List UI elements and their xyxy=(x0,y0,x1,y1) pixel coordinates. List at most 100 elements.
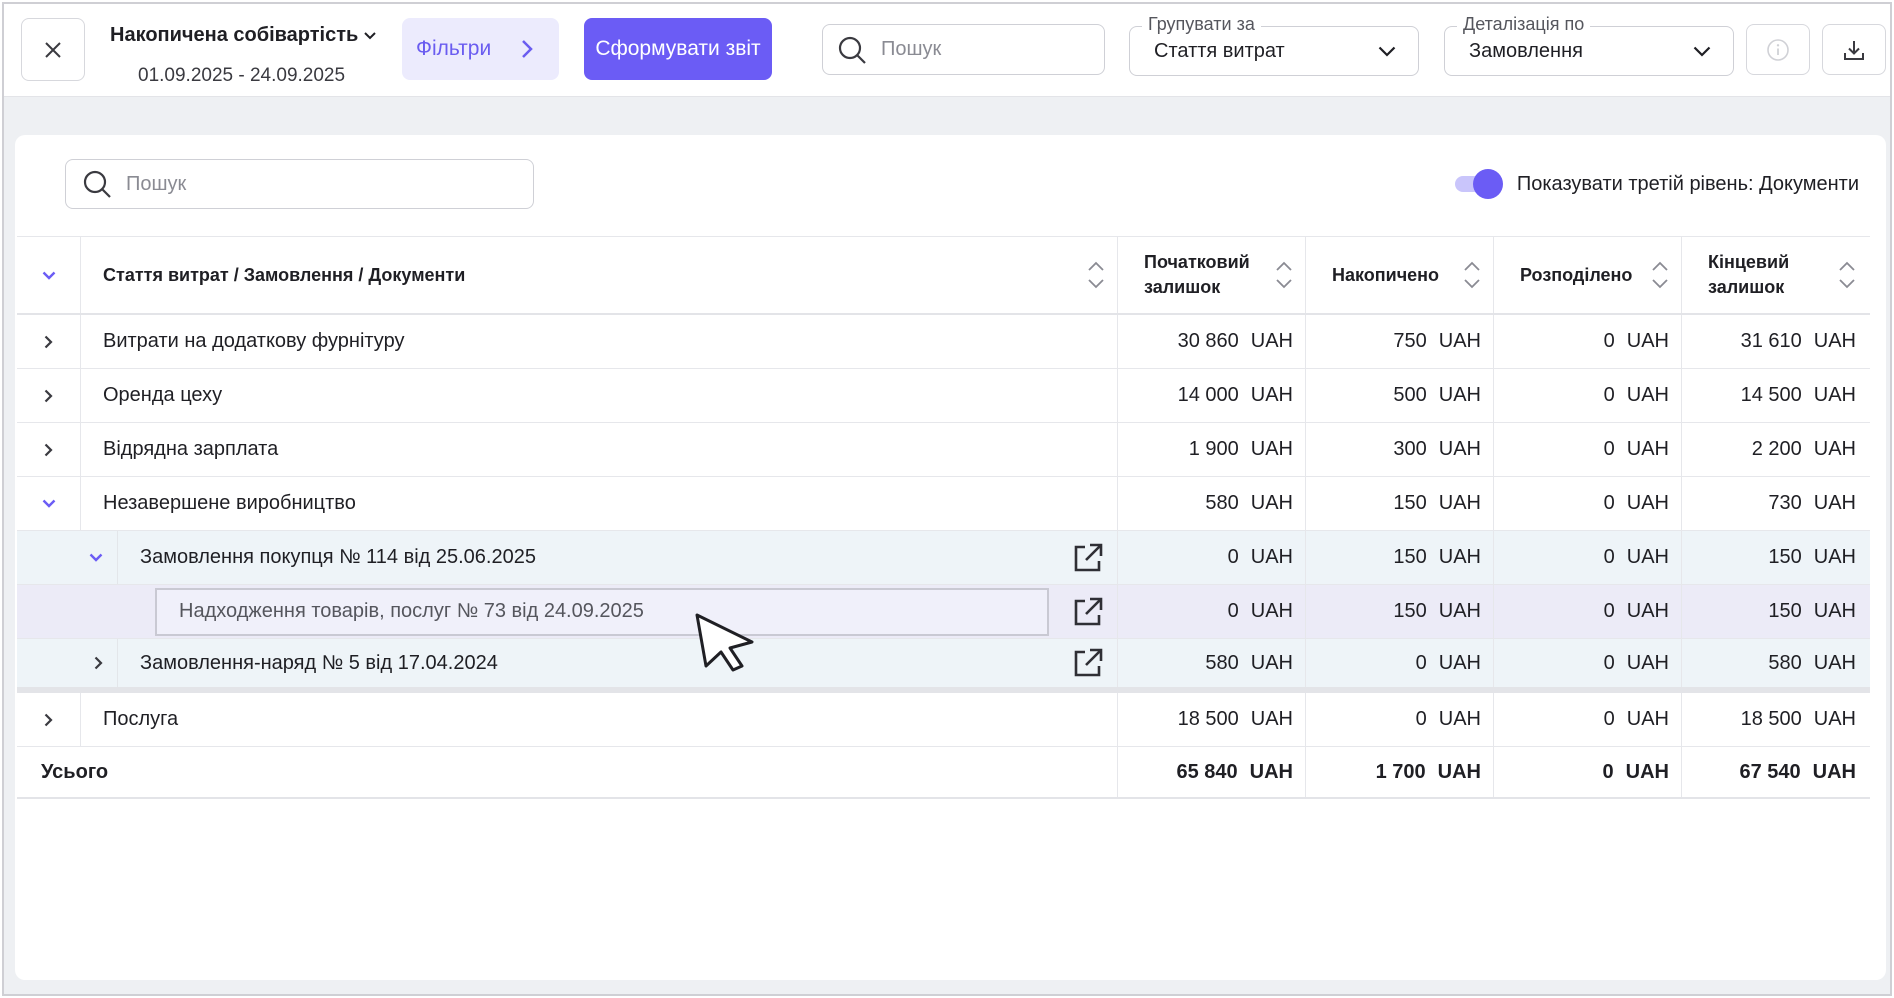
close-button[interactable] xyxy=(21,18,85,81)
group-by-value: Стаття витрат xyxy=(1154,39,1285,62)
mouse-cursor-icon xyxy=(695,613,754,672)
cell-distributed: 0 UAH xyxy=(1494,693,1682,746)
table-search-input[interactable] xyxy=(126,172,326,196)
open-external-icon[interactable] xyxy=(1071,595,1105,629)
filters-button[interactable]: Фільтри xyxy=(402,18,559,80)
row-name: Замовлення-наряд № 5 від 17.04.2024 xyxy=(140,651,498,674)
cell-accumulated: 300 UAH xyxy=(1306,423,1494,476)
third-level-toggle-label: Показувати третій рівень: Документи xyxy=(1516,172,1859,195)
cell-accumulated: 0 UAH xyxy=(1306,639,1494,687)
sort-icon xyxy=(1276,261,1292,289)
table-row[interactable]: Відрядна зарплата 1 900 UAH 300 UAH 0 UAH 2… xyxy=(17,423,1870,477)
document-link[interactable]: Надходження товарів, послуг № 73 від 24.… xyxy=(155,587,1049,636)
table-search[interactable] xyxy=(65,159,534,209)
cell-accumulated: 0 UAH xyxy=(1306,693,1494,746)
detail-by-value: Замовлення xyxy=(1469,39,1583,62)
table-row-order[interactable]: Замовлення покупця № 114 від 25.06.2025 … xyxy=(17,531,1870,585)
cell-opening: 14 000 UAH xyxy=(1118,369,1306,422)
column-header-name[interactable]: Стаття витрат / Замовлення / Документи xyxy=(81,237,1118,313)
column-header-opening[interactable]: Початковий залишок xyxy=(1118,237,1306,313)
table-row[interactable]: Витрати на додаткову фурнітуру 30 860 UAH… xyxy=(17,315,1870,369)
cell-distributed: 0 UAH xyxy=(1494,423,1682,476)
total-distributed: 0 UAH xyxy=(1494,747,1682,797)
top-search-input[interactable] xyxy=(881,38,1081,61)
cell-distributed: 0 UAH xyxy=(1494,531,1682,584)
top-search[interactable] xyxy=(822,24,1105,75)
cell-distributed: 0 UAH xyxy=(1494,639,1682,687)
generate-report-button[interactable]: Сформувати звіт xyxy=(584,18,772,80)
cell-accumulated: 150 UAH xyxy=(1306,585,1494,638)
collapse-all-button[interactable] xyxy=(17,237,81,313)
info-icon xyxy=(1767,38,1789,61)
table-row[interactable]: Оренда цеху 14 000 UAH 500 UAH 0 UAH 14 500… xyxy=(17,369,1870,423)
expand-button[interactable] xyxy=(17,423,81,476)
table-row-order[interactable]: Замовлення-наряд № 5 від 17.04.2024 580 U… xyxy=(17,639,1870,693)
expand-button[interactable] xyxy=(17,315,81,368)
total-accumulated: 1 700 UAH xyxy=(1306,747,1494,797)
cell-distributed: 0 UAH xyxy=(1494,477,1682,530)
report-table: Стаття витрат / Замовлення / Документи П… xyxy=(17,236,1870,799)
row-name-cell: Замовлення-наряд № 5 від 17.04.2024 xyxy=(118,639,1118,687)
group-by-select[interactable]: Групувати за Стаття витрат xyxy=(1129,14,1419,76)
column-header-closing[interactable]: Кінцевий залишок xyxy=(1682,237,1868,313)
sort-icon xyxy=(1652,261,1668,289)
close-icon xyxy=(45,41,61,58)
chevron-down-icon xyxy=(42,271,55,280)
open-external-icon[interactable] xyxy=(1071,541,1105,575)
cell-accumulated: 150 UAH xyxy=(1306,477,1494,530)
expand-button[interactable] xyxy=(17,369,81,422)
detail-by-legend: Деталізація по xyxy=(1457,14,1591,35)
sort-icon xyxy=(1839,261,1855,289)
report-selector[interactable]: Накопичена собівартість xyxy=(110,24,377,47)
chevron-right-icon xyxy=(94,656,103,670)
collapse-button[interactable] xyxy=(17,477,81,530)
cell-accumulated: 150 UAH xyxy=(1306,531,1494,584)
chevron-down-icon xyxy=(1693,46,1711,57)
cell-opening: 1 900 UAH xyxy=(1118,423,1306,476)
chevron-right-icon xyxy=(522,40,533,58)
cell-closing: 150 UAH xyxy=(1768,546,1856,568)
open-external-icon[interactable] xyxy=(1071,646,1105,680)
cell-opening: 580 UAH xyxy=(1118,477,1306,530)
expand-button[interactable] xyxy=(17,693,81,746)
cell-accumulated: 500 UAH xyxy=(1306,369,1494,422)
cell-opening: 0 UAH xyxy=(1118,531,1306,584)
row-name: Незавершене виробництво xyxy=(81,477,1118,530)
report-card: Показувати третій рівень: Документи Стат… xyxy=(15,135,1886,980)
cell-closing: 150 UAH xyxy=(1768,600,1856,622)
column-header-accumulated[interactable]: Накопичено xyxy=(1306,237,1494,313)
cell-distributed: 0 UAH xyxy=(1494,315,1682,368)
chevron-down-icon xyxy=(364,31,377,39)
chevron-right-icon xyxy=(44,335,53,348)
collapse-button[interactable] xyxy=(17,531,118,584)
download-icon xyxy=(1844,40,1864,60)
download-button[interactable] xyxy=(1822,24,1886,75)
row-name: Відрядна зарплата xyxy=(81,423,1118,476)
detail-by-select[interactable]: Деталізація по Замовлення xyxy=(1444,14,1734,76)
chevron-right-icon xyxy=(44,389,53,402)
third-level-toggle[interactable] xyxy=(1453,169,1503,199)
cell-accumulated: 750 UAH xyxy=(1306,315,1494,368)
row-name-cell: Надходження товарів, послуг № 73 від 24.… xyxy=(155,585,1118,638)
group-by-legend: Групувати за xyxy=(1142,14,1261,35)
info-button[interactable] xyxy=(1746,24,1810,75)
cell-distributed: 0 UAH xyxy=(1494,369,1682,422)
table-total-row: Усього 65 840 UAH 1 700 UAH 0 UAH 67 540 UAH xyxy=(17,747,1870,799)
search-icon xyxy=(838,36,866,64)
chevron-down-icon xyxy=(42,499,55,508)
cell-closing: 580 UAH xyxy=(1768,651,1856,674)
column-header-distributed[interactable]: Розподілено xyxy=(1494,237,1682,313)
total-opening: 65 840 UAH xyxy=(1118,747,1306,797)
chevron-down-icon xyxy=(89,553,103,562)
table-row[interactable]: Послуга 18 500 UAH 0 UAH 0 UAH 18 500 UAH xyxy=(17,693,1870,747)
row-name: Оренда цеху xyxy=(81,369,1118,422)
filters-label: Фільтри xyxy=(416,37,492,60)
expand-button[interactable] xyxy=(17,639,118,687)
table-row-document[interactable]: Надходження товарів, послуг № 73 від 24.… xyxy=(17,585,1870,639)
total-label: Усього xyxy=(17,747,1118,797)
sort-icon xyxy=(1464,261,1480,289)
chevron-right-icon xyxy=(44,713,53,726)
chevron-down-icon xyxy=(1378,46,1396,57)
